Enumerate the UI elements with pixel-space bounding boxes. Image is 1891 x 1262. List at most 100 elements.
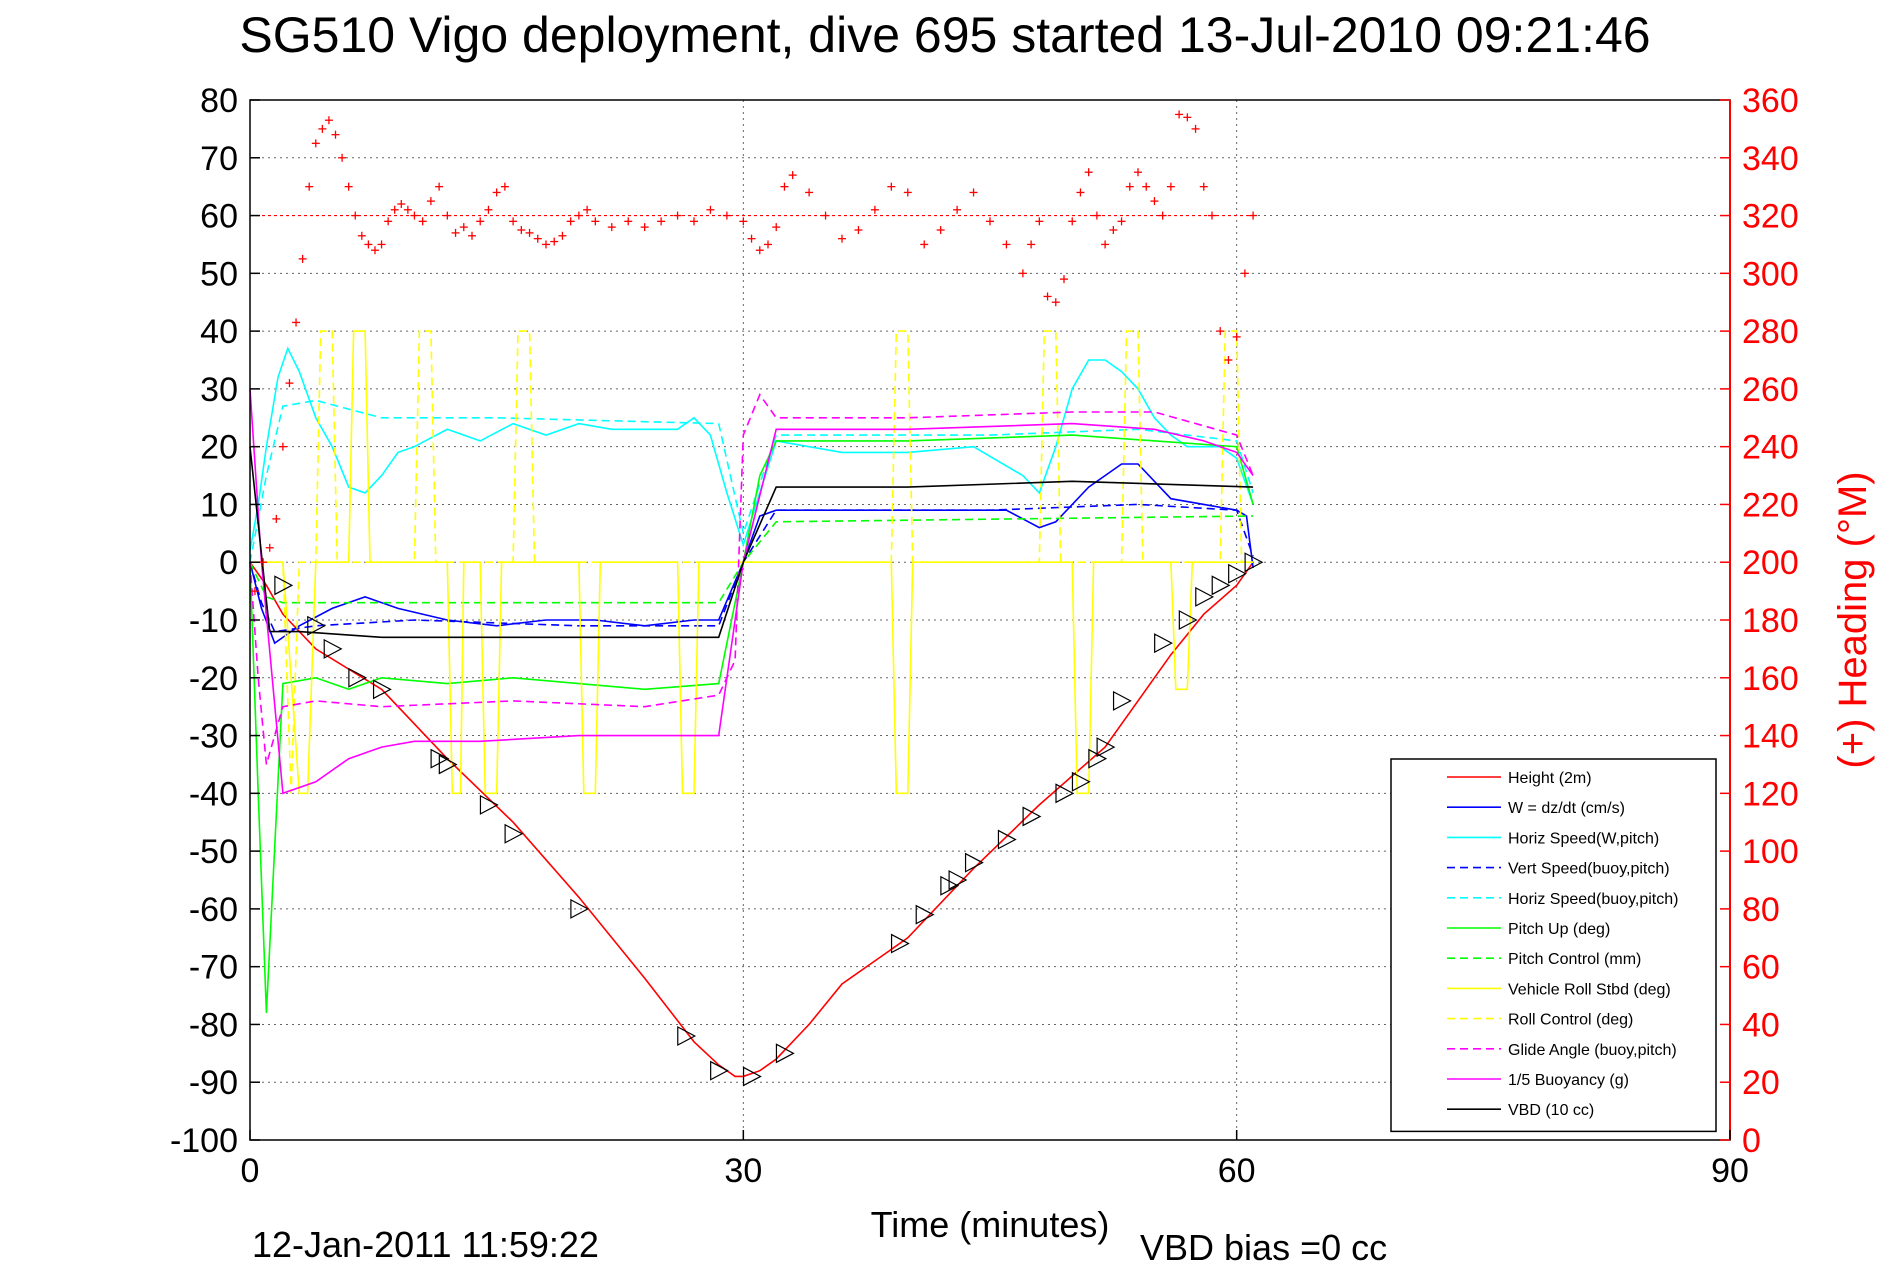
depth-marker: [1022, 806, 1042, 827]
y-tick-label-right: 140: [1742, 718, 1799, 756]
heading-point: [509, 217, 518, 226]
heading-point: [364, 240, 373, 249]
y-tick-label-right: 280: [1742, 313, 1799, 351]
depth-marker: [915, 904, 935, 925]
y-tick-label-right: 120: [1742, 775, 1799, 813]
heading-point: [324, 116, 333, 125]
depth-marker: [1112, 690, 1132, 711]
heading-point: [1183, 113, 1192, 122]
heading-point: [1150, 197, 1159, 206]
heading-point: [1216, 327, 1225, 336]
heading-point: [533, 234, 542, 243]
legend-label: Pitch Up (deg): [1508, 921, 1610, 938]
heading-point: [1035, 217, 1044, 226]
heading-point: [1076, 188, 1085, 197]
heading-point: [1166, 182, 1175, 191]
heading-point: [410, 211, 419, 220]
heading-point: [1199, 182, 1208, 191]
heading-point: [435, 182, 444, 191]
heading-point: [574, 211, 583, 220]
footer-timestamp: 12-Jan-2011 11:59:22: [252, 1224, 599, 1262]
depth-marker: [890, 933, 910, 954]
x-tick-label: 90: [1711, 1152, 1749, 1190]
heading-point: [690, 217, 698, 226]
heading-point: [657, 217, 666, 226]
heading-point: [788, 171, 797, 180]
legend-label: Glide Angle (buoy,pitch): [1508, 1042, 1677, 1059]
y-tick-label: 30: [200, 371, 238, 409]
heading-point: [517, 226, 526, 234]
heading-point: [298, 254, 307, 263]
axes: 80706050403020100-10-20-30-40-50-60-70-8…: [170, 82, 1799, 1190]
grid-lines: [250, 100, 1730, 1140]
y-tick-label: 40: [200, 313, 238, 351]
heading-point: [739, 217, 748, 226]
y-tick-label-right: 360: [1742, 82, 1799, 120]
heading-point: [821, 211, 830, 220]
heading-point: [403, 205, 412, 214]
heading-point: [755, 246, 764, 255]
y-tick-label: 50: [200, 255, 238, 293]
heading-point: [1175, 110, 1184, 119]
y-tick-label: 20: [200, 429, 238, 467]
x-tick-label: 0: [241, 1152, 260, 1190]
series-pitch-control-mm: [249, 515, 1254, 604]
y-tick-label: 80: [200, 82, 238, 120]
depth-marker: [1211, 575, 1231, 596]
y-axis-label-right: (+) Heading (°M): [1831, 471, 1875, 768]
heading-point: [1018, 269, 1027, 278]
depth-marker: [964, 852, 984, 873]
depth-marker: [948, 870, 968, 890]
heading-point: [500, 182, 509, 191]
depth-marker: [997, 829, 1017, 850]
depth-markers: [274, 552, 1264, 1087]
heading-point: [591, 217, 600, 226]
x-tick-label: 30: [724, 1152, 762, 1190]
x-tick-label: 60: [1218, 1152, 1256, 1190]
y-tick-label: -20: [189, 660, 238, 698]
heading-point: [1043, 292, 1052, 301]
heading-point: [265, 543, 274, 552]
heading-point: [278, 442, 287, 451]
heading-point: [1101, 240, 1110, 249]
footer-vbd-bias: VBD bias =0 cc: [1140, 1227, 1387, 1262]
legend-box: [1390, 758, 1717, 1133]
heading-point: [1051, 298, 1060, 307]
depth-marker: [677, 1026, 697, 1046]
y-tick-label-right: 220: [1742, 486, 1799, 524]
depth-marker: [307, 615, 327, 636]
depth-marker: [570, 898, 590, 919]
y-tick-label: -80: [189, 1006, 238, 1044]
y-tick-label: -30: [189, 718, 238, 756]
heading-point: [1068, 217, 1077, 226]
depth-marker: [1178, 610, 1198, 630]
depth-marker: [775, 1043, 795, 1064]
heading-point: [418, 217, 427, 226]
heading-point: [764, 240, 772, 249]
heading-point: [920, 240, 929, 249]
heading-point: [722, 211, 731, 220]
depth-marker: [742, 1066, 762, 1087]
heading-point: [377, 240, 386, 249]
y-tick-label-right: 260: [1742, 371, 1799, 409]
legend-label: Pitch Control (mm): [1508, 951, 1641, 968]
heading-point: [805, 188, 814, 197]
y-tick-label-right: 320: [1742, 198, 1799, 236]
heading-point: [311, 139, 320, 148]
y-tick-label-right: 40: [1742, 1006, 1780, 1044]
depth-marker: [274, 575, 294, 596]
heading-point: [451, 228, 460, 237]
legend-label: VBD (10 cc): [1508, 1102, 1594, 1119]
heading-point: [1249, 211, 1258, 220]
y-tick-label-right: 20: [1742, 1064, 1780, 1102]
y-tick-label-right: 0: [1742, 1122, 1761, 1160]
heading-point: [459, 223, 468, 232]
y-tick-label: -60: [189, 891, 238, 929]
depth-marker: [348, 667, 368, 688]
heading-point: [1232, 332, 1241, 341]
y-tick-label: -40: [189, 775, 238, 813]
x-axis-label: Time (minutes): [871, 1204, 1110, 1245]
legend-label: Horiz Speed(buoy,pitch): [1508, 891, 1678, 908]
depth-marker: [710, 1060, 729, 1081]
